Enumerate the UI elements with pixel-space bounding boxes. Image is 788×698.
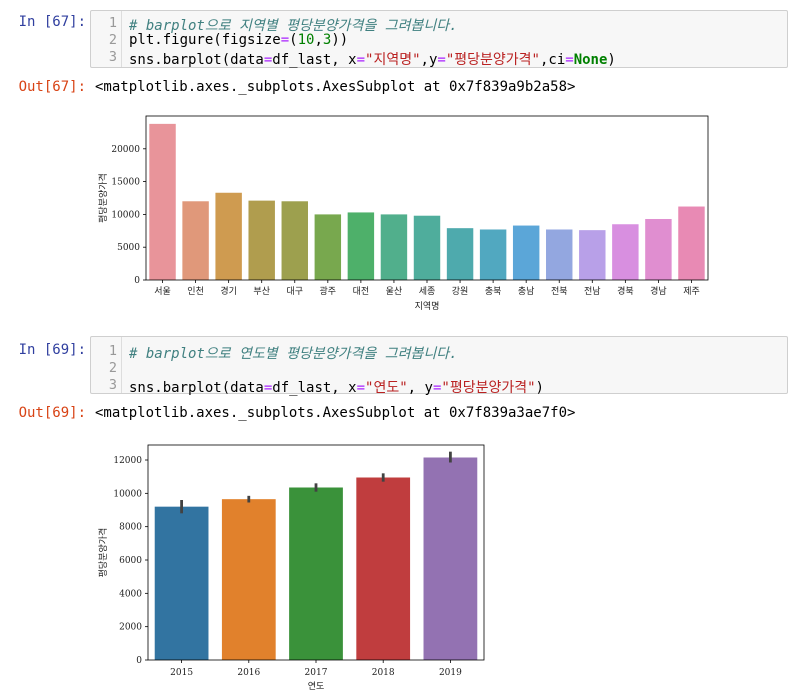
x-tick-label: 경남	[650, 285, 667, 297]
bar	[413, 215, 441, 280]
line-number: 1	[108, 15, 117, 31]
y-tick-label: 0	[134, 276, 140, 286]
bar	[248, 200, 275, 280]
y-tick-label: 10000	[111, 210, 140, 220]
code-line: sns.barplot(data=df_last, x="지역명",y="평당분…	[129, 52, 616, 68]
line-number: 1	[108, 343, 117, 359]
x-tick-label: 2015	[170, 668, 193, 678]
x-tick-label: 세종	[419, 286, 436, 297]
y-axis-label: 평당분양가격	[97, 528, 109, 578]
code-comment: # barplot으로 연도별 평당분양가격을 그려봅니다.	[129, 346, 458, 362]
output-prompt: Out[67]:	[18, 79, 86, 95]
region-bar-chart: 서울 인천 경기 부산 대구 광주 대전 울산 세종 강원 충북 충남 전북 전남 경북 경남 제주 0 5000 1…	[97, 115, 709, 312]
x-tick-label: 충북	[485, 286, 502, 297]
x-tick-label: 제주	[683, 286, 700, 297]
plot-frame	[147, 444, 485, 661]
bar	[149, 123, 176, 280]
bar	[546, 229, 573, 280]
code-line: plt.figure(figsize=(10,3))	[129, 32, 349, 48]
x-tick-label: 광주	[320, 285, 337, 297]
code-cell-input[interactable]: 1 2 3 # barplot으로 지역별 평당분양가격을 그려봅니다. plt…	[90, 10, 788, 68]
bar	[512, 225, 540, 280]
x-tick-label: 경기	[220, 285, 237, 297]
x-axis-label: 지역명	[415, 301, 440, 312]
line-number-gutter	[91, 11, 122, 67]
y-tick-label: 8000	[119, 523, 142, 533]
line-number: 2	[108, 32, 117, 48]
x-tick-label: 2019	[439, 668, 462, 678]
code-cell-input[interactable]: 1 2 3 # barplot으로 연도별 평당분양가격을 그려봅니다. sns…	[90, 336, 788, 396]
y-tick-label: 0	[136, 656, 142, 666]
bar	[579, 230, 606, 280]
x-tick-label: 경북	[617, 285, 634, 297]
x-tick-label: 전남	[584, 286, 601, 297]
x-tick-label: 부산	[253, 286, 270, 297]
output-text: <matplotlib.axes._subplots.AxesSubplot a…	[95, 405, 576, 421]
y-tick-label: 12000	[113, 456, 142, 466]
bar	[154, 506, 209, 660]
y-tick-label: 15000	[111, 178, 140, 188]
x-tick-label: 2018	[372, 668, 395, 678]
y-tick-label: 10000	[113, 489, 142, 499]
x-axis-label: 연도	[308, 681, 325, 692]
bar	[289, 487, 343, 660]
bar	[182, 201, 209, 280]
x-tick-label: 대전	[353, 286, 370, 297]
x-tick-label: 2017	[305, 668, 328, 678]
bar	[356, 477, 411, 660]
bar	[446, 228, 474, 280]
x-tick-label: 서울	[154, 286, 171, 297]
plot-frame	[145, 115, 709, 281]
bar	[347, 212, 375, 280]
x-tick-label: 전북	[551, 286, 568, 297]
bar	[678, 206, 705, 280]
x-tick-label: 충남	[518, 286, 535, 297]
y-tick-label: 2000	[119, 623, 142, 633]
bar	[645, 218, 672, 280]
input-prompt: In [69]:	[18, 342, 86, 358]
x-tick-label: 울산	[386, 286, 403, 297]
y-tick-label: 6000	[119, 556, 142, 566]
output-prompt: Out[69]:	[18, 405, 86, 421]
bar	[215, 192, 242, 280]
code-line: sns.barplot(data=df_last, x="연도", y="평당분…	[129, 380, 544, 396]
bar	[221, 499, 276, 660]
output-text: <matplotlib.axes._subplots.AxesSubplot a…	[95, 79, 576, 95]
bar	[314, 214, 342, 280]
bar	[423, 457, 478, 660]
x-tick-label: 대구	[286, 286, 303, 297]
line-number: 3	[108, 49, 117, 65]
line-number-gutter	[91, 337, 122, 393]
line-number: 3	[108, 377, 117, 393]
x-tick-label: 강원	[452, 286, 469, 297]
bar	[380, 214, 408, 280]
input-prompt: In [67]:	[18, 14, 86, 30]
year-bar-chart: 2015 2016 2017 2018 2019 0 2000 4000 6000 8000 100…	[97, 444, 485, 692]
x-tick-label: 2016	[237, 668, 260, 678]
y-tick-label: 20000	[111, 145, 140, 155]
code-comment: # barplot으로 지역별 평당분양가격을 그려봅니다.	[129, 18, 458, 34]
y-axis-label: 평당분양가격	[97, 173, 109, 223]
bar	[479, 229, 507, 280]
bar	[281, 201, 308, 280]
bar	[612, 224, 639, 280]
line-number: 2	[108, 360, 117, 376]
y-tick-label: 5000	[117, 243, 140, 253]
x-tick-label: 인천	[187, 286, 204, 297]
y-tick-label: 4000	[119, 589, 142, 599]
